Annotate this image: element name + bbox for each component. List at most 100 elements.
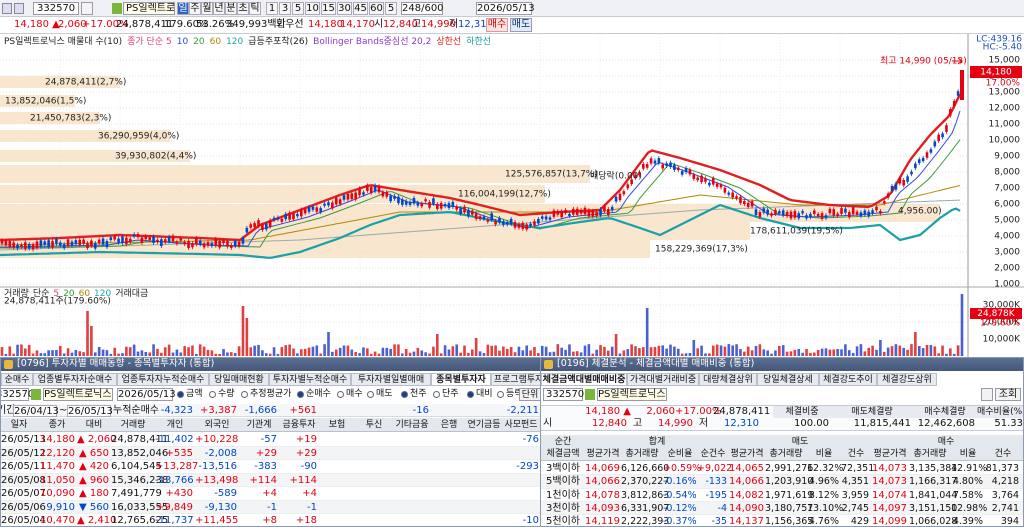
tab[interactable]: 대량체결상위	[699, 373, 757, 386]
radio-label: 매도	[376, 389, 393, 399]
period-button[interactable]: 틱	[249, 2, 261, 15]
candle-body	[171, 235, 175, 242]
volume-bar	[12, 353, 15, 356]
candle-body	[179, 237, 183, 241]
interval-button[interactable]: 60	[369, 2, 384, 15]
table-row[interactable]	[541, 488, 1023, 502]
period-button[interactable]: 분	[225, 2, 237, 15]
code-input[interactable]: 332570	[1, 388, 34, 401]
tab[interactable]: 체결금액대별매매비중	[541, 373, 627, 386]
column-header: 거래량	[120, 420, 146, 430]
group-header: 합계	[648, 437, 666, 447]
value-cell: 429	[850, 516, 869, 527]
radio[interactable]	[241, 391, 248, 398]
column-header: 순건수	[700, 449, 726, 459]
buy-button[interactable]: 매수	[486, 18, 508, 32]
summary-header: 체결비중	[773, 406, 831, 418]
table-row[interactable]	[1, 460, 540, 474]
tab[interactable]: 순매수	[1, 373, 33, 386]
radio[interactable]	[497, 391, 504, 398]
table-row[interactable]	[1, 433, 540, 447]
candle-body	[599, 209, 602, 216]
sell-button[interactable]: 매도	[510, 18, 532, 32]
tab[interactable]: 당일매매현황	[209, 373, 269, 386]
radio[interactable]	[401, 391, 408, 398]
column-header: 총거래량	[625, 449, 659, 459]
column-header: 금융투자	[282, 420, 316, 430]
tab[interactable]: 체결강도상위	[877, 373, 937, 386]
table-row[interactable]	[1, 473, 540, 487]
tab[interactable]: 가격대별거래비중	[627, 373, 699, 386]
hc-label: HC:-5.40	[983, 43, 1023, 53]
radio[interactable]	[297, 391, 304, 398]
candle-body	[463, 206, 466, 213]
legend-item: 종가 단순 5	[127, 37, 172, 47]
date-input[interactable]: 2026/05/13	[476, 2, 535, 15]
interval-button[interactable]: 1	[266, 2, 278, 15]
date-input[interactable]: 2026/05/13	[117, 388, 176, 401]
period-button[interactable]: 년	[213, 2, 225, 15]
candle-body	[750, 201, 754, 207]
table-row[interactable]	[1, 487, 540, 501]
to-date[interactable]: 26/05/13	[67, 405, 113, 417]
radio[interactable]	[337, 391, 344, 398]
query-button[interactable]: 조회	[995, 388, 1021, 401]
unit-button[interactable]: 단위	[519, 388, 540, 401]
candle-body	[921, 157, 925, 162]
candle-body	[746, 202, 750, 207]
period-button[interactable]: 일	[177, 2, 189, 15]
candle-body	[338, 199, 342, 205]
tab[interactable]: 투자자별일별매매	[351, 373, 431, 386]
table-row[interactable]	[541, 462, 1023, 476]
table-row[interactable]	[1, 514, 540, 526]
code-input[interactable]: 332570	[33, 2, 79, 15]
candle-body	[121, 236, 124, 244]
legend-item: 거래량	[4, 289, 29, 299]
tab[interactable]: 투자자별누적순매수	[269, 373, 351, 386]
interval-button[interactable]: 15	[321, 2, 336, 15]
volume-bar	[8, 346, 12, 356]
table-row[interactable]	[541, 475, 1023, 489]
tab[interactable]: 종목별투자자	[431, 373, 491, 386]
radio[interactable]	[433, 391, 440, 398]
table-row[interactable]	[1, 446, 540, 460]
interval-button[interactable]: 30	[337, 2, 352, 15]
radio[interactable]	[209, 391, 216, 398]
candle-body	[424, 199, 427, 202]
candle-body	[607, 209, 610, 216]
column-header: 보험	[328, 420, 346, 430]
candle-body	[828, 208, 832, 214]
tab[interactable]: 당일체결상세	[757, 373, 819, 386]
volume-bar	[933, 346, 937, 356]
bollinger-upper	[0, 93, 962, 242]
period-button[interactable]: 초	[237, 2, 249, 15]
period-button[interactable]: 주	[189, 2, 201, 15]
scroll-button[interactable]	[981, 388, 993, 401]
value-cell: 2,991,276	[765, 463, 814, 474]
from-date[interactable]: 26/04/13	[13, 405, 59, 417]
radio[interactable]	[467, 391, 474, 398]
interval-button[interactable]: 3	[279, 2, 291, 15]
table-row[interactable]	[541, 515, 1023, 526]
tab[interactable]: 업종투자자누적순매수	[117, 373, 209, 386]
tab[interactable]: 프로그램투자자매매	[491, 373, 540, 386]
tab[interactable]: 업종별투자자순매수	[33, 373, 117, 386]
search-button[interactable]	[81, 2, 93, 15]
interval-button[interactable]: 45	[353, 2, 368, 15]
interval-button[interactable]: 5	[292, 2, 304, 15]
candle-body	[393, 195, 396, 199]
radio[interactable]	[177, 391, 184, 398]
interval-button[interactable]: 5	[385, 2, 397, 15]
value-cell: 2,370,227	[621, 476, 670, 488]
code-input[interactable]: 332570	[543, 388, 584, 401]
interval-button[interactable]: 10	[305, 2, 320, 15]
tab[interactable]: 체결강도추이	[819, 373, 877, 386]
candle-body	[12, 242, 15, 248]
period-button[interactable]: 월	[201, 2, 213, 15]
legend-item: 20	[193, 37, 205, 47]
candle-body	[560, 211, 563, 218]
radio[interactable]	[367, 391, 374, 398]
table-row[interactable]	[541, 501, 1023, 516]
table-row[interactable]	[1, 500, 540, 514]
